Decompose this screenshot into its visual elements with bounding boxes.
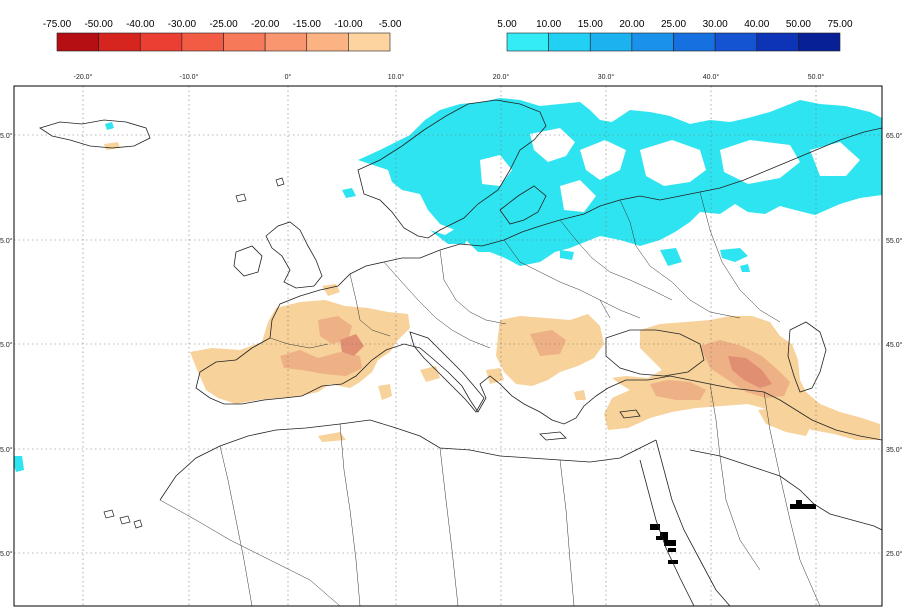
negative-colorbar-swatch — [264, 32, 308, 52]
positive-colorbar-swatch — [506, 32, 549, 52]
longitude-label: 0° — [285, 73, 292, 81]
negative-colorbar-swatch — [306, 32, 349, 52]
positive-colorbar-label: 30.00 — [703, 19, 728, 30]
positive-colorbar-label: 5.00 — [497, 19, 517, 30]
graticule — [14, 86, 882, 606]
latitude-label-left: 5.0° — [0, 550, 13, 558]
positive-colorbar-label: 10.00 — [536, 19, 561, 30]
coastlines — [39, 99, 882, 606]
negative-colorbar-swatch — [56, 32, 99, 52]
negative-colorbar-swatch — [223, 32, 266, 52]
negative-colorbar-label: -15.00 — [293, 19, 322, 30]
negative-colorbar-swatch — [181, 32, 224, 52]
cyan-gaps — [480, 128, 860, 212]
positive-colorbar-swatch — [756, 32, 799, 52]
negative-colorbar-label: -25.00 — [209, 19, 238, 30]
positive-colorbar-swatch — [548, 32, 591, 52]
latitude-label: 35.0° — [886, 446, 903, 454]
positive-colorbar-label: 25.00 — [661, 19, 686, 30]
negative-colorbar-swatch — [139, 32, 183, 52]
negative-colorbar-label: -40.00 — [126, 19, 155, 30]
positive-colorbar-label: 40.00 — [744, 19, 769, 30]
map-area — [14, 86, 882, 606]
longitude-label: 40.0° — [703, 73, 720, 81]
negative-colorbar-label: -10.00 — [334, 19, 363, 30]
borders — [159, 191, 821, 606]
latitude-label-left: 5.0° — [0, 446, 13, 454]
positive-colorbar-swatch — [631, 32, 674, 52]
negative-colorbar-swatch — [348, 32, 391, 52]
negative-colorbar-label: -50.00 — [84, 19, 113, 30]
latitude-label-left: 5.0° — [0, 237, 13, 245]
latitude-labels-left: 5.0° 5.0° 5.0° 5.0° 5.0° — [0, 132, 13, 558]
positive-colorbar-label: 20.00 — [619, 19, 644, 30]
negative-colorbar-label: -5.00 — [379, 19, 402, 30]
longitude-label: 20.0° — [493, 73, 510, 81]
negative-colorbar: -75.00 -50.00 -40.00 -30.00 -25.00 -20.00 -15.… — [43, 19, 402, 52]
latitude-label: 25.0° — [886, 550, 903, 558]
negative-anomaly-region — [104, 142, 880, 442]
latitude-label-left: 5.0° — [0, 341, 13, 349]
positive-colorbar-swatch — [798, 32, 841, 52]
latitude-label-left: 5.0° — [0, 132, 13, 140]
longitude-label: 50.0° — [808, 73, 825, 81]
negative-colorbar-label: -20.00 — [251, 19, 280, 30]
longitude-label: -10.0° — [180, 73, 199, 81]
latitude-label: 45.0° — [886, 341, 903, 349]
positive-colorbar-label: 50.00 — [786, 19, 811, 30]
small-islands — [103, 177, 285, 529]
negative-colorbar-label: -75.00 — [43, 19, 72, 30]
positive-colorbar-swatch — [589, 32, 633, 52]
negative-colorbar-label: -30.00 — [168, 19, 197, 30]
positive-colorbar-label: 75.00 — [827, 19, 852, 30]
longitude-label: -20.0° — [74, 73, 93, 81]
negative-colorbar-swatch — [98, 32, 141, 52]
longitude-label: 10.0° — [388, 73, 405, 81]
latitude-label: 65.0° — [886, 132, 903, 140]
map-frame — [13, 85, 883, 607]
latitude-labels-right: 65.0° 55.0° 45.0° 35.0° 25.0° — [886, 132, 903, 558]
longitude-labels: -20.0° -10.0° 0° 10.0° 20.0° 30.0° 40.0° 50.0° — [74, 73, 825, 81]
positive-colorbar-label: 15.00 — [578, 19, 603, 30]
positive-anomaly-region — [14, 98, 882, 472]
positive-colorbar-swatch — [714, 32, 758, 52]
positive-colorbar: 5.00 10.00 15.00 20.00 25.00 30.00 40.00 50.00 7… — [497, 19, 853, 52]
black-markers — [650, 500, 816, 564]
longitude-label: 30.0° — [598, 73, 615, 81]
positive-colorbar-swatch — [673, 32, 716, 52]
latitude-label: 55.0° — [886, 237, 903, 245]
